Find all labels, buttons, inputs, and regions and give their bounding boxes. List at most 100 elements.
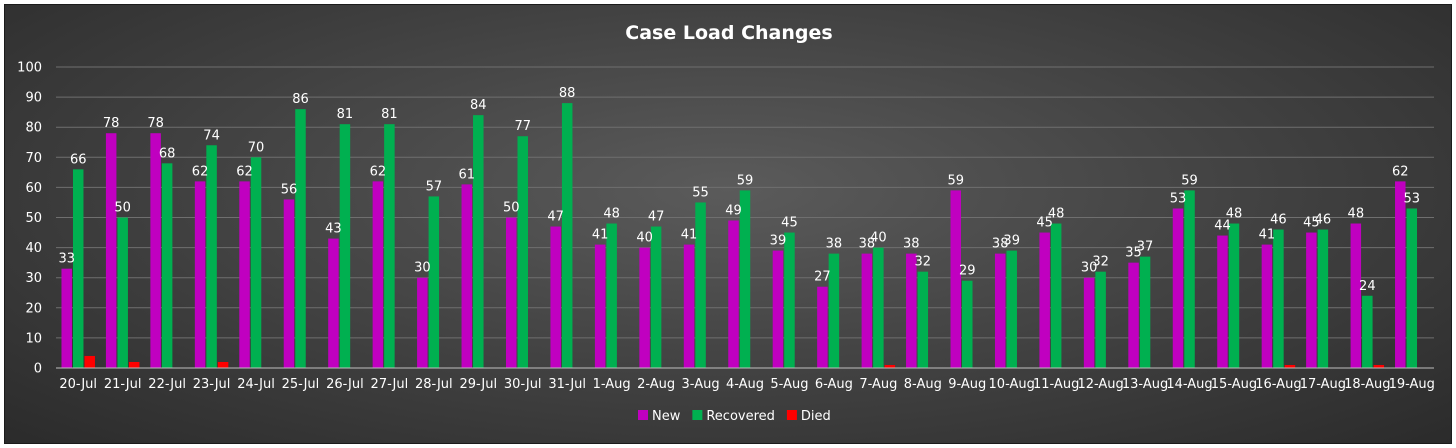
bar-new xyxy=(417,277,428,368)
data-label-new: 38 xyxy=(903,237,920,252)
legend-label-died: Died xyxy=(801,409,831,424)
bar-recovered xyxy=(384,124,395,368)
data-label-new: 43 xyxy=(325,222,342,237)
data-label-new: 44 xyxy=(1214,219,1231,234)
data-label-recovered: 46 xyxy=(1315,213,1332,228)
x-tick-label: 3-Aug xyxy=(682,377,720,392)
bar-new xyxy=(861,253,873,368)
bar-new xyxy=(1172,208,1184,368)
bar-recovered xyxy=(1139,256,1151,368)
legend-label-recovered: Recovered xyxy=(706,409,775,424)
data-label-new: 35 xyxy=(1125,246,1142,261)
legend-swatch-died xyxy=(786,410,797,420)
data-label-recovered: 84 xyxy=(470,98,487,113)
bar-new xyxy=(105,133,117,368)
data-label-recovered: 48 xyxy=(1048,207,1065,222)
legend[interactable]: New Recovered Died xyxy=(638,409,831,424)
x-tick-label: 22-Jul xyxy=(148,377,186,392)
x-tick-label: 13-Aug xyxy=(1122,377,1168,392)
y-tick-label: 0 xyxy=(34,362,42,377)
bar-died xyxy=(884,364,896,368)
bar-new xyxy=(550,226,561,368)
bar-new xyxy=(594,244,606,368)
data-label-recovered: 81 xyxy=(337,107,354,122)
bar-recovered xyxy=(473,115,484,368)
bar-new xyxy=(1128,262,1139,368)
bar-new xyxy=(683,244,695,368)
data-label-recovered: 53 xyxy=(1404,191,1421,206)
bar-recovered xyxy=(1317,229,1329,368)
bar-recovered xyxy=(250,157,262,368)
bar-recovered xyxy=(72,169,84,368)
x-tick-label: 28-Jul xyxy=(415,377,453,392)
data-label-recovered: 39 xyxy=(1003,234,1020,249)
y-tick-label: 70 xyxy=(25,151,42,166)
bar-died xyxy=(128,361,140,368)
legend-label-new: New xyxy=(652,409,681,424)
data-label-recovered: 77 xyxy=(514,119,531,134)
x-tick-label: 2-Aug xyxy=(637,377,675,392)
bar-new xyxy=(239,181,250,368)
x-tick-label: 10-Aug xyxy=(989,377,1035,392)
data-label-recovered: 70 xyxy=(248,140,265,155)
data-label-recovered: 32 xyxy=(1092,255,1109,270)
data-label-new: 39 xyxy=(770,234,787,249)
bar-died xyxy=(1284,364,1296,368)
y-tick-label: 30 xyxy=(25,271,42,286)
data-label-new: 45 xyxy=(1303,216,1320,231)
bar-recovered xyxy=(1362,295,1373,368)
bar-new xyxy=(772,250,784,368)
data-label-recovered: 74 xyxy=(203,128,220,143)
x-tick-label: 19-Aug xyxy=(1389,377,1435,392)
data-label-new: 56 xyxy=(281,182,298,197)
x-tick-label: 20-Jul xyxy=(59,377,97,392)
data-label-new: 27 xyxy=(814,270,831,285)
bar-new xyxy=(328,238,339,368)
bar-new xyxy=(61,268,72,368)
bar-new xyxy=(639,247,650,368)
data-label-recovered: 37 xyxy=(1137,240,1154,255)
x-tick-label: 15-Aug xyxy=(1211,377,1257,392)
bar-new xyxy=(1306,232,1317,368)
bar-new xyxy=(1261,244,1273,368)
x-tick-label: 25-Jul xyxy=(282,377,320,392)
data-label-recovered: 45 xyxy=(781,216,798,231)
bar-new xyxy=(194,181,206,368)
x-tick-label: 18-Aug xyxy=(1344,377,1390,392)
data-label-new: 41 xyxy=(592,228,609,243)
data-label-recovered: 66 xyxy=(70,152,87,167)
data-label-new: 41 xyxy=(681,228,698,243)
data-label-new: 41 xyxy=(1259,228,1276,243)
bar-new xyxy=(1083,277,1095,368)
y-tick-label: 60 xyxy=(25,181,42,196)
y-tick-label: 80 xyxy=(25,121,42,136)
bar-new xyxy=(505,217,517,368)
bar-new xyxy=(461,184,473,368)
data-label-recovered: 47 xyxy=(648,210,665,225)
x-tick-label: 12-Aug xyxy=(1077,377,1123,392)
bar-new xyxy=(950,190,962,368)
x-tick-label: 8-Aug xyxy=(904,377,942,392)
bar-recovered xyxy=(206,145,217,368)
data-label-recovered: 88 xyxy=(559,86,576,101)
bar-new xyxy=(906,253,917,368)
data-label-recovered: 86 xyxy=(292,92,309,107)
x-tick-label: 23-Jul xyxy=(193,377,231,392)
data-label-new: 62 xyxy=(1392,164,1409,179)
x-tick-label: 29-Jul xyxy=(459,377,497,392)
bar-new xyxy=(372,181,384,368)
bar-recovered xyxy=(1050,223,1062,368)
data-label-new: 38 xyxy=(859,237,876,252)
x-tick-label: 26-Jul xyxy=(326,377,364,392)
data-label-new: 78 xyxy=(147,116,164,131)
x-tick-label: 30-Jul xyxy=(504,377,542,392)
x-tick-label: 1-Aug xyxy=(593,377,631,392)
data-label-new: 49 xyxy=(725,204,742,219)
data-label-new: 40 xyxy=(636,231,653,246)
bar-recovered xyxy=(873,247,884,368)
x-tick-label: 31-Jul xyxy=(548,377,586,392)
bar-recovered xyxy=(1006,250,1017,368)
data-label-recovered: 81 xyxy=(381,107,398,122)
chart-panel[interactable]: 0 10 20 30 40 50 60 70 80 90 100 33 66 78 50 78 68 62 74 6… xyxy=(4,4,1452,444)
